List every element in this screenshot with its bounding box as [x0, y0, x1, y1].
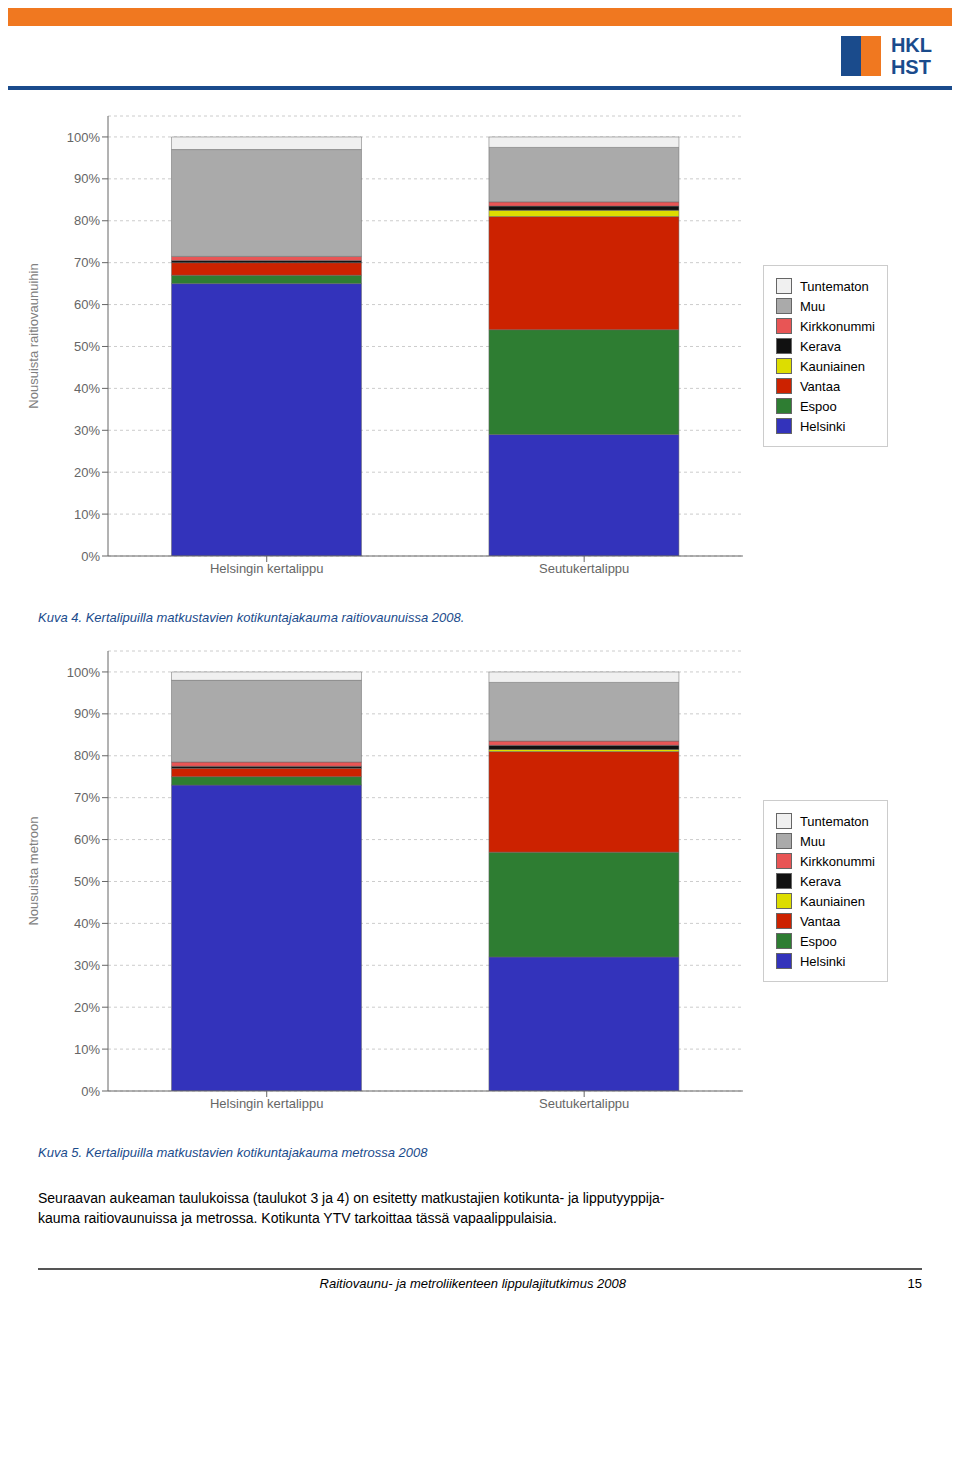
html-text:HST: HST: [890, 56, 931, 78]
html-text:kauma raitiovaunuissa ja metro: kauma raitiovaunuissa ja metrossa. Kotik…: [38, 1210, 557, 1226]
html-text:Kerava: Kerava: [799, 338, 842, 354]
svg-text:40%: 40%: [74, 916, 100, 931]
html-text:Kauniainen: Kauniainen: [799, 358, 865, 374]
html-text:Tuntematon: Tuntematon: [799, 813, 869, 829]
svg-text:90%: 90%: [74, 706, 100, 721]
svg-text:50%: 50%: [74, 339, 100, 354]
svg-text:0%: 0%: [81, 549, 100, 564]
svg-text:Seutukertalippu: Seutukertalippu: [539, 561, 629, 576]
svg-text:Nousuista metroon: Nousuista metroon: [26, 816, 41, 925]
html-text:Kauniainen: Kauniainen: [799, 893, 865, 909]
svg-text:10%: 10%: [74, 507, 100, 522]
svg-text:70%: 70%: [74, 255, 100, 270]
html-text:HKL: HKL: [890, 34, 932, 56]
svg-text:Nousuista raitiovaunuihin: Nousuista raitiovaunuihin: [26, 263, 41, 408]
svg-text:100%: 100%: [67, 130, 101, 145]
svg-text:70%: 70%: [74, 790, 100, 805]
html-text:Muu: Muu: [799, 298, 826, 314]
svg-text:Seutukertalippu: Seutukertalippu: [539, 1096, 629, 1111]
svg-text:30%: 30%: [74, 958, 100, 973]
html-text:Kerava: Kerava: [799, 873, 842, 889]
html-text:Espoo: Espoo: [799, 398, 837, 414]
html-text:Kuva 4. Kertalipuilla matkusta: Kuva 4. Kertalipuilla matkustavien kotik…: [38, 610, 465, 625]
html-text:Kirkkonummi: Kirkkonummi: [799, 318, 875, 334]
svg-text:0%: 0%: [81, 1084, 100, 1099]
svg-text:10%: 10%: [74, 1042, 100, 1057]
svg-text:20%: 20%: [74, 465, 100, 480]
html-text:Vantaa: Vantaa: [799, 913, 841, 929]
html-text:Muu: Muu: [799, 833, 826, 849]
html-text:Vantaa: Vantaa: [799, 378, 841, 394]
html-text:15: 15: [907, 1276, 922, 1291]
html-text:Tuntematon: Tuntematon: [799, 278, 869, 294]
svg-text:50%: 50%: [74, 874, 100, 889]
svg-text:80%: 80%: [74, 748, 100, 763]
html-text:Raitiovaunu- ja metroliikentee: Raitiovaunu- ja metroliikenteen lippulaj…: [319, 1276, 626, 1291]
svg-text:90%: 90%: [74, 171, 100, 186]
html-text:Helsinki: Helsinki: [799, 418, 846, 434]
svg-text:40%: 40%: [74, 381, 100, 396]
svg-text:Helsingin kertalippu: Helsingin kertalippu: [210, 1096, 323, 1111]
html-text:Kuva 5. Kertalipuilla matkusta: Kuva 5. Kertalipuilla matkustavien kotik…: [38, 1145, 428, 1160]
svg-text:30%: 30%: [74, 423, 100, 438]
svg-text:80%: 80%: [74, 213, 100, 228]
svg-text:100%: 100%: [67, 665, 101, 680]
html-text:Espoo: Espoo: [799, 933, 837, 949]
html-text:Seuraavan aukeaman taulukoissa: Seuraavan aukeaman taulukoissa (taulukot…: [38, 1190, 665, 1206]
svg-text:60%: 60%: [74, 297, 100, 312]
svg-text:60%: 60%: [74, 832, 100, 847]
svg-text:20%: 20%: [74, 1000, 100, 1015]
svg-text:Helsingin kertalippu: Helsingin kertalippu: [210, 561, 323, 576]
html-text:Kirkkonummi: Kirkkonummi: [799, 853, 875, 869]
html-text:Helsinki: Helsinki: [799, 953, 846, 969]
